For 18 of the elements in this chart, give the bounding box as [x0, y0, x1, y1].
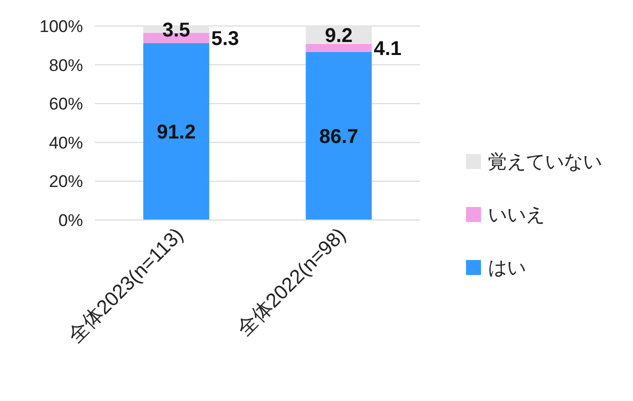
data-label: 4.1 [374, 38, 402, 60]
y-tick-label: 0% [58, 211, 83, 230]
bar [306, 44, 372, 52]
y-tick-label: 60% [48, 94, 83, 114]
y-tick-label: 20% [48, 172, 83, 192]
data-label: 86.7 [319, 126, 358, 148]
legend-label: はい [488, 258, 526, 279]
y-tick-label: 40% [48, 133, 83, 152]
bar [143, 43, 210, 220]
data-label: 3.5 [162, 19, 190, 42]
legend-label: いいえ [488, 205, 545, 226]
data-label: 91.2 [156, 122, 196, 144]
y-tick-label: 80% [48, 56, 83, 75]
legend-label: 覚えていない [488, 151, 602, 173]
y-tick-label: 100% [40, 17, 83, 36]
data-label: 9.2 [324, 24, 353, 47]
data-label: 5.3 [211, 28, 240, 50]
bar [306, 52, 372, 220]
